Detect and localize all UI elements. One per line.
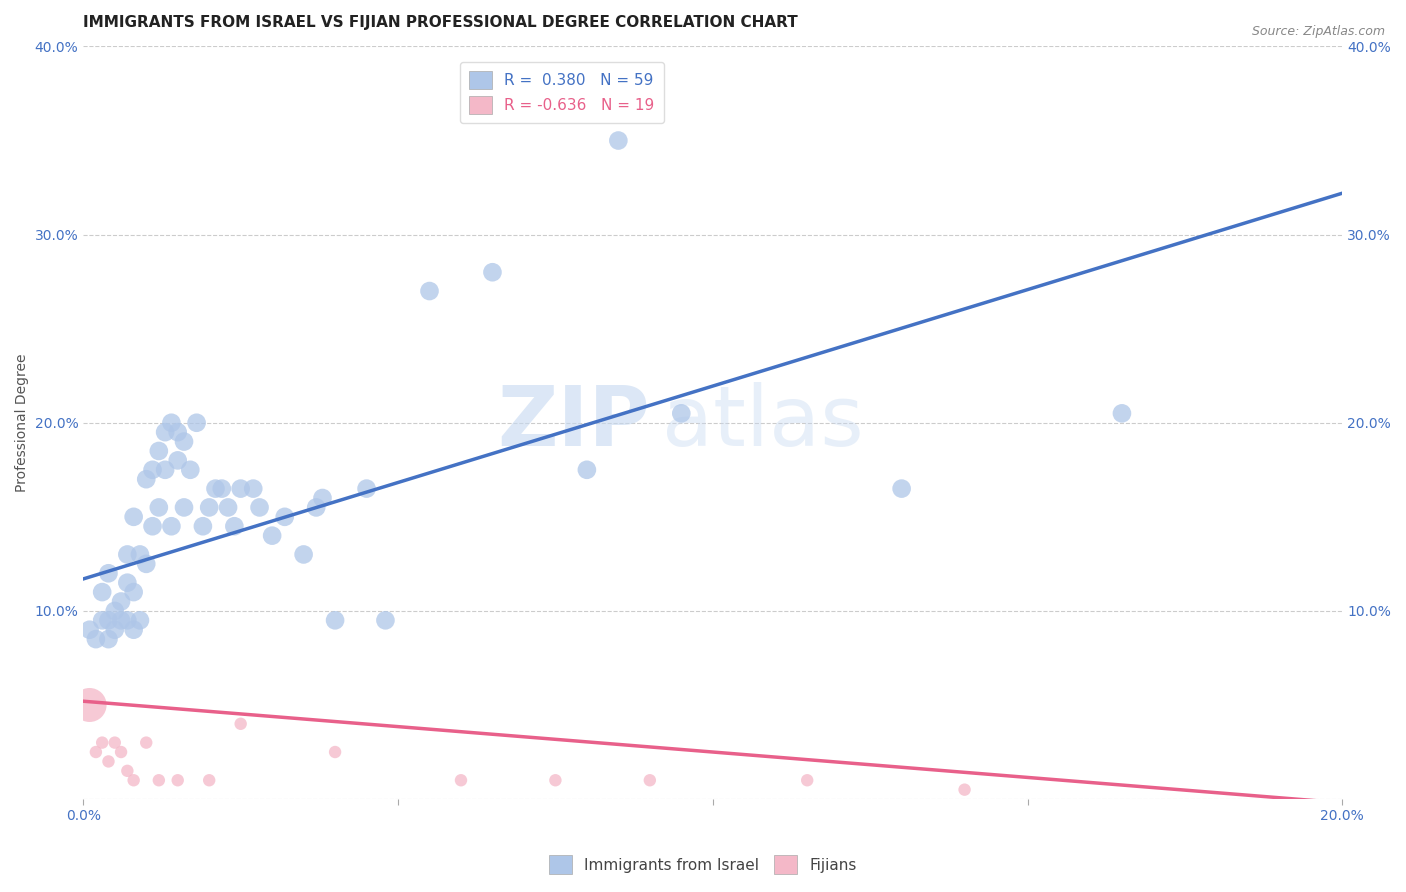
Point — [311, 491, 333, 505]
Point — [148, 444, 170, 458]
Point — [229, 716, 252, 731]
Point — [249, 500, 271, 515]
Point — [186, 416, 208, 430]
Point — [117, 613, 139, 627]
Point — [198, 773, 221, 788]
Legend: R =  0.380   N = 59, R = -0.636   N = 19: R = 0.380 N = 59, R = -0.636 N = 19 — [460, 62, 664, 123]
Point — [97, 566, 120, 581]
Point — [305, 500, 328, 515]
Point — [79, 623, 101, 637]
Text: Source: ZipAtlas.com: Source: ZipAtlas.com — [1251, 25, 1385, 38]
Point — [198, 500, 221, 515]
Point — [91, 736, 114, 750]
Point — [242, 482, 264, 496]
Text: atlas: atlas — [662, 383, 865, 463]
Point — [211, 482, 233, 496]
Point — [117, 548, 139, 562]
Point — [117, 575, 139, 590]
Point — [110, 594, 132, 608]
Legend: Immigrants from Israel, Fijians: Immigrants from Israel, Fijians — [543, 849, 863, 880]
Point — [129, 548, 152, 562]
Point — [91, 613, 114, 627]
Point — [91, 585, 114, 599]
Point — [607, 134, 630, 148]
Point — [79, 698, 101, 712]
Point — [153, 425, 176, 439]
Point — [160, 416, 183, 430]
Point — [374, 613, 396, 627]
Point — [796, 773, 818, 788]
Point — [224, 519, 246, 533]
Point — [160, 519, 183, 533]
Point — [135, 736, 157, 750]
Point — [135, 557, 157, 571]
Point — [173, 434, 195, 449]
Point — [153, 463, 176, 477]
Point — [890, 482, 912, 496]
Point — [84, 745, 107, 759]
Point — [141, 519, 163, 533]
Point — [117, 764, 139, 778]
Point — [323, 745, 346, 759]
Point — [148, 500, 170, 515]
Point — [204, 482, 226, 496]
Point — [274, 509, 297, 524]
Point — [544, 773, 567, 788]
Point — [217, 500, 239, 515]
Point — [173, 500, 195, 515]
Point — [166, 425, 188, 439]
Text: ZIP: ZIP — [498, 383, 650, 463]
Point — [356, 482, 378, 496]
Point — [418, 284, 440, 298]
Point — [97, 632, 120, 647]
Point — [229, 482, 252, 496]
Point — [110, 613, 132, 627]
Point — [671, 406, 693, 420]
Point — [104, 604, 127, 618]
Point — [97, 613, 120, 627]
Point — [638, 773, 661, 788]
Point — [575, 463, 598, 477]
Point — [292, 548, 315, 562]
Point — [122, 773, 145, 788]
Point — [129, 613, 152, 627]
Point — [481, 265, 503, 279]
Point — [122, 623, 145, 637]
Point — [166, 453, 188, 467]
Point — [179, 463, 201, 477]
Point — [122, 509, 145, 524]
Text: IMMIGRANTS FROM ISRAEL VS FIJIAN PROFESSIONAL DEGREE CORRELATION CHART: IMMIGRANTS FROM ISRAEL VS FIJIAN PROFESS… — [83, 15, 799, 30]
Point — [450, 773, 472, 788]
Point — [323, 613, 346, 627]
Point — [104, 623, 127, 637]
Point — [135, 472, 157, 486]
Point — [110, 745, 132, 759]
Point — [97, 755, 120, 769]
Point — [262, 529, 284, 543]
Point — [191, 519, 214, 533]
Point — [148, 773, 170, 788]
Point — [166, 773, 188, 788]
Point — [1111, 406, 1133, 420]
Point — [104, 736, 127, 750]
Point — [84, 632, 107, 647]
Point — [141, 463, 163, 477]
Y-axis label: Professional Degree: Professional Degree — [15, 353, 30, 492]
Point — [953, 782, 976, 797]
Point — [122, 585, 145, 599]
